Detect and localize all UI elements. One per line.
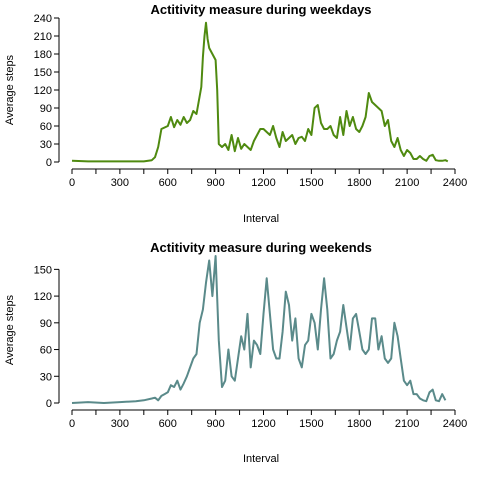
weekends-y-tick-label: 150 [34,264,52,276]
weekdays-y-tick-label: 180 [34,49,52,61]
weekdays-x-axis-label: Interval [243,213,279,225]
weekends-x-tick-label: 900 [206,418,224,430]
weekdays-y-tick-label: 30 [40,139,52,151]
weekdays-x-tick-label: 900 [206,177,224,189]
weekends-y-tick-label: 90 [40,318,52,330]
weekdays-x-tick-label: 1500 [299,177,323,189]
weekdays-y-tick-label: 90 [40,103,52,115]
weekdays-chart: Actitivity measure during weekdays Inter… [4,2,467,225]
weekends-x-tick-label: 1500 [299,418,323,430]
weekdays-x-tick-label: 1800 [347,177,371,189]
weekends-x-tick-label: 2400 [443,418,467,430]
weekdays-y-tick-label: 60 [40,121,52,133]
weekdays-y-tick-label: 240 [34,13,52,25]
weekends-x-tick-label: 1800 [347,418,371,430]
weekdays-series [71,21,449,163]
weekends-chart-title: Actitivity measure during weekends [150,240,372,255]
weekdays-y-axis-label: Average steps [4,54,16,125]
weekdays-y-tick-label: 150 [34,67,52,79]
weekends-chart: Actitivity measure during weekends Inter… [4,240,467,465]
weekends-x-tick-label: 0 [69,418,75,430]
weekdays-y-tick-label: 210 [34,31,52,43]
weekdays-series-line [71,21,449,163]
weekdays-x-tick-label: 2100 [395,177,419,189]
weekends-y-tick-label: 30 [40,371,52,383]
weekends-x-tick-label: 2100 [395,418,419,430]
weekends-x-tick-label: 300 [111,418,129,430]
weekdays-x-tick-label: 1200 [251,177,275,189]
weekdays-x-tick-label: 300 [111,177,129,189]
weekdays-y-tick-label: 120 [34,85,52,97]
weekdays-y-ticks: 0 30 60 90 120 150 180 210 240 [34,13,60,169]
weekends-y-tick-label: 0 [46,398,52,410]
weekends-x-ticks: 0 300 600 900 1200 1500 1800 2100 2400 [69,409,467,430]
weekends-series [71,255,447,404]
weekends-y-tick-label: 120 [34,291,52,303]
weekdays-chart-title: Actitivity measure during weekdays [150,2,371,17]
weekdays-x-tick-label: 2400 [443,177,467,189]
weekdays-x-tick-label: 600 [159,177,177,189]
weekends-y-tick-label: 60 [40,345,52,357]
weekends-y-ticks: 0 30 60 90 120 150 [34,264,60,410]
weekends-series-line [71,255,447,404]
weekdays-x-ticks: 0 300 600 900 1200 1500 1800 2100 2400 [69,168,467,189]
weekends-y-axis-label: Average steps [4,294,16,365]
weekends-x-tick-label: 600 [159,418,177,430]
weekends-x-axis-label: Interval [243,453,279,465]
weekdays-y-tick-label: 0 [46,157,52,169]
weekends-x-tick-label: 1200 [251,418,275,430]
weekdays-x-tick-label: 0 [69,177,75,189]
